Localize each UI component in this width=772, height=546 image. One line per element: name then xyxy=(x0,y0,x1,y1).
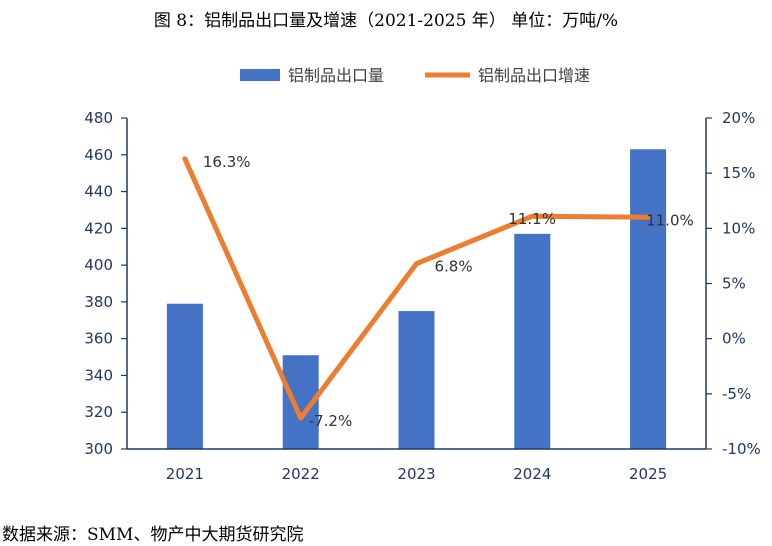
growth-data-label: 11.1% xyxy=(508,210,556,228)
y-right-tick-label: 15% xyxy=(722,164,755,182)
y-right-tick-label: 0% xyxy=(722,330,746,348)
y-left-tick-label: 320 xyxy=(84,403,113,421)
y-left-tick-label: 460 xyxy=(84,146,113,164)
growth-line xyxy=(182,156,651,421)
y-left-tick-label: 440 xyxy=(84,183,113,201)
source-note: 数据来源：SMM、物产中大期货研究院 xyxy=(2,525,304,545)
growth-data-label: -7.2% xyxy=(309,412,353,430)
x-tick-label: 2025 xyxy=(629,465,667,483)
legend-line-label: 铝制品出口增速 xyxy=(478,66,590,85)
x-tick-label: 2024 xyxy=(513,465,551,483)
y-left-tick-label: 420 xyxy=(84,219,113,237)
growth-data-label: 16.3% xyxy=(203,153,251,171)
bar-2021 xyxy=(166,303,203,449)
y-left-tick-label: 480 xyxy=(84,109,113,127)
y-right-tick-label: 5% xyxy=(722,275,746,293)
x-tick-label: 2023 xyxy=(397,465,435,483)
y-left-tick-label: 300 xyxy=(84,440,113,458)
legend-bar-label: 铝制品出口量 xyxy=(288,66,384,85)
bar-series xyxy=(166,149,667,449)
axes: 300 320 340 360 380 400 420 440 460 480 -10% -5% 0% 5… xyxy=(84,109,760,483)
legend-bar-swatch xyxy=(240,69,280,81)
y-right-tick-label: 10% xyxy=(722,219,755,237)
chart-title: 图 8：铝制品出口量及增速（2021-2025 年） 单位：万吨/% xyxy=(153,11,619,31)
y-left-tick-label: 380 xyxy=(84,293,113,311)
line-series xyxy=(182,156,651,421)
legend: 铝制品出口量 铝制品出口增速 xyxy=(240,66,590,85)
growth-data-label: 6.8% xyxy=(435,258,473,276)
bar-2023 xyxy=(398,311,435,449)
y-left-tick-label: 360 xyxy=(84,330,113,348)
bar-2025 xyxy=(630,149,667,449)
y-right-tick-label: 20% xyxy=(722,109,755,127)
y-left-tick-label: 340 xyxy=(84,366,113,384)
x-tick-label: 2021 xyxy=(166,465,204,483)
y-right-tick-label: -10% xyxy=(722,440,761,458)
bar-2024 xyxy=(514,233,551,449)
y-left-tick-label: 400 xyxy=(84,256,113,274)
x-tick-label: 2022 xyxy=(282,465,320,483)
data-labels: 16.3% -7.2% 6.8% 11.1% 11.0% xyxy=(203,153,694,430)
y-right-tick-label: -5% xyxy=(722,385,751,403)
growth-data-label: 11.0% xyxy=(646,211,694,229)
